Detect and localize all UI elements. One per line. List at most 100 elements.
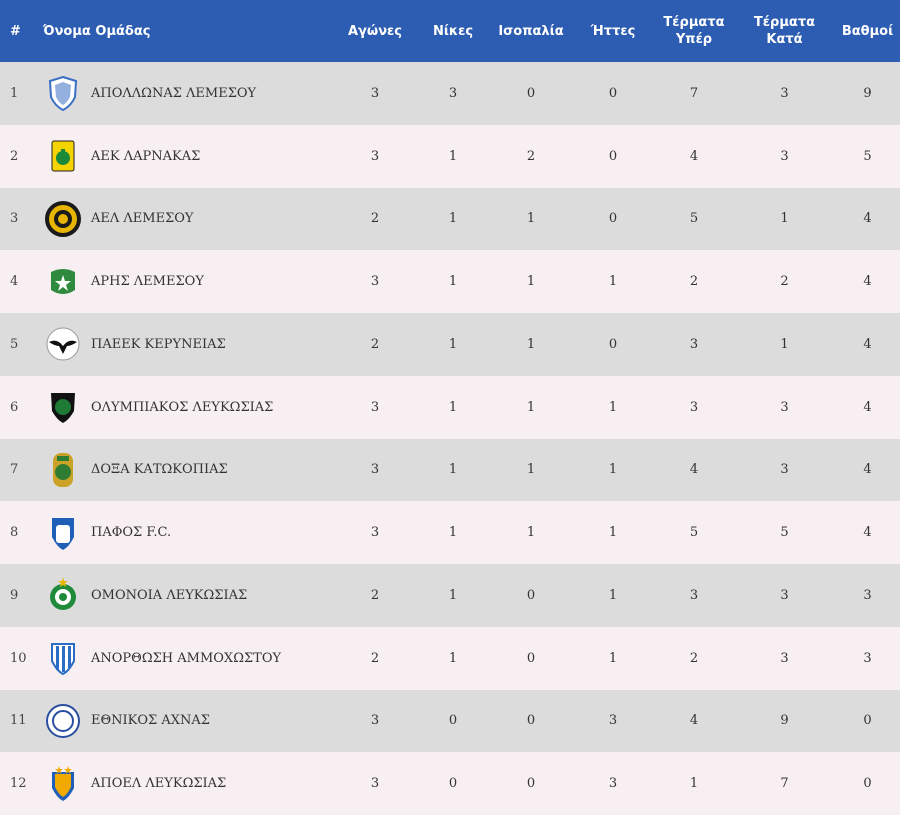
table-row[interactable]: 7 ΔΟΞΑ ΚΑΤΩΚΟΠΙΑΣ 3 1 1 1 4 3 4	[0, 438, 900, 502]
cell-team: ΑΕΚ ΛΑΡΝΑΚΑΣ	[43, 125, 334, 188]
cell-wins: 3	[448, 85, 458, 101]
cell-goals-for: 3	[689, 336, 699, 352]
cell-goals-for: 2	[689, 650, 699, 666]
header-goals-for-line1: Τέρματα	[663, 15, 725, 30]
cell-points: 5	[863, 148, 872, 164]
cell-rank: 7	[10, 462, 19, 478]
table-row[interactable]: 2 ΑΕΚ ΛΑΡΝΑΚΑΣ 3 1 2 0 4 3 5	[0, 124, 900, 188]
team-name-link[interactable]: ΑΡΗΣ ΛΕΜΕΣΟΥ	[91, 274, 204, 290]
cell-goals-for: 3	[689, 587, 699, 603]
table-row[interactable]: 3 ΑΕΛ ΛΕΜΕΣΟΥ 2 1 1 0 5 1 4	[0, 187, 900, 251]
table-row[interactable]: 10 ΑΝΟΡΘΩΣΗ ΑΜΜΟΧΩΣΤΟΥ 2 1 0 1 2 3 3	[0, 626, 900, 690]
team-cell-content[interactable]: ΠΑΦΟΣ F.C.	[43, 513, 334, 553]
team-name-link[interactable]: ΠΑΕΕΚ ΚΕΡΥΝΕΙΑΣ	[91, 336, 226, 352]
cell-rank: 11	[10, 713, 27, 729]
header-goals-for: Τέρματα Υπέρ	[654, 0, 734, 62]
cell-goals-against: 2	[780, 274, 789, 290]
team-cell-content[interactable]: ΟΛΥΜΠΙΑΚΟΣ ΛΕΥΚΩΣΙΑΣ	[43, 387, 334, 427]
team-name-link[interactable]: ΟΛΥΜΠΙΑΚΟΣ ΛΕΥΚΩΣΙΑΣ	[91, 399, 274, 415]
header-losses: Ήττες	[590, 23, 636, 39]
cell-draws: 1	[526, 399, 536, 415]
cell-goals-for: 7	[689, 85, 699, 101]
cell-played: 2	[370, 587, 380, 603]
team-cell-content[interactable]: ΔΟΞΑ ΚΑΤΩΚΟΠΙΑΣ	[43, 450, 334, 490]
header-goals-for-line2: Υπέρ	[675, 32, 713, 47]
cell-wins: 0	[448, 713, 458, 729]
cell-rank: 2	[10, 148, 19, 164]
cell-team: ΑΠΟΛΛΩΝΑΣ ΛΕΜΕΣΟΥ	[43, 62, 334, 125]
header-wins: Νίκες	[432, 23, 474, 39]
header-points: Βαθμοί	[841, 23, 894, 39]
cell-points: 4	[863, 336, 872, 352]
cell-goals-for: 4	[689, 462, 699, 478]
cell-played: 2	[370, 650, 380, 666]
cell-goals-against: 3	[780, 650, 789, 666]
cell-losses: 0	[608, 336, 618, 352]
table-header-row: # Όνομα Ομάδας Αγώνες Νίκες Ισοπαλία Ήττ…	[0, 0, 900, 62]
cell-losses: 0	[608, 148, 618, 164]
cell-goals-for: 3	[689, 399, 699, 415]
team-name-link[interactable]: ΔΟΞΑ ΚΑΤΩΚΟΠΙΑΣ	[91, 462, 228, 478]
cell-points: 4	[863, 211, 872, 227]
table-row[interactable]: 1 ΑΠΟΛΛΩΝΑΣ ΛΕΜΕΣΟΥ 3 3 0 0 7 3 9	[0, 62, 900, 125]
cell-points: 3	[863, 650, 872, 666]
cell-draws: 0	[526, 650, 536, 666]
cell-team: ΠΑΕΕΚ ΚΕΡΥΝΕΙΑΣ	[43, 313, 334, 376]
cell-goals-against: 3	[780, 148, 789, 164]
cell-points: 3	[863, 587, 872, 603]
team-name-link[interactable]: ΠΑΦΟΣ F.C.	[91, 525, 172, 541]
cell-losses: 1	[608, 587, 618, 603]
cell-team: ΕΘΝΙΚΟΣ ΑΧΝΑΣ	[43, 690, 334, 753]
team-cell-content[interactable]: ΟΜΟΝΟΙΑ ΛΕΥΚΩΣΙΑΣ	[43, 575, 334, 615]
team-name-link[interactable]: ΟΜΟΝΟΙΑ ΛΕΥΚΩΣΙΑΣ	[91, 587, 248, 603]
cell-played: 2	[370, 211, 380, 227]
cell-rank: 8	[10, 525, 19, 541]
cell-points: 0	[863, 776, 872, 792]
team-name-link[interactable]: ΑΝΟΡΘΩΣΗ ΑΜΜΟΧΩΣΤΟΥ	[91, 650, 282, 666]
cell-goals-against: 5	[780, 525, 789, 541]
table-row[interactable]: 4 ΑΡΗΣ ΛΕΜΕΣΟΥ 3 1 1 1 2 2 4	[0, 250, 900, 313]
cell-wins: 1	[448, 650, 458, 666]
table-row[interactable]: 5 ΠΑΕΕΚ ΚΕΡΥΝΕΙΑΣ 2 1 1 0 3 1 4	[0, 313, 900, 376]
team-name-link[interactable]: ΕΘΝΙΚΟΣ ΑΧΝΑΣ	[91, 713, 210, 729]
cell-team: ΑΕΛ ΛΕΜΕΣΟΥ	[43, 188, 334, 251]
cell-goals-against: 3	[780, 587, 789, 603]
table-row[interactable]: 11 ΕΘΝΙΚΟΣ ΑΧΝΑΣ 3 0 0 3 4 9 0	[0, 689, 900, 753]
cell-goals-for: 2	[689, 274, 699, 290]
cell-points: 4	[863, 462, 872, 478]
cell-rank: 12	[10, 776, 27, 792]
cell-losses: 1	[608, 274, 618, 290]
table-row[interactable]: 8 ΠΑΦΟΣ F.C. 3 1 1 1 5 5 4	[0, 501, 900, 564]
table-row[interactable]: 9 ΟΜΟΝΟΙΑ ΛΕΥΚΩΣΙΑΣ 2 1 0 1 3 3 3	[0, 564, 900, 627]
cell-played: 3	[370, 274, 380, 290]
team-name-link[interactable]: ΑΕΚ ΛΑΡΝΑΚΑΣ	[91, 148, 201, 164]
table-row[interactable]: 12 ΑΠΟΕΛ ΛΕΥΚΩΣΙΑΣ 3 0 0 3 1 7 0	[0, 752, 900, 815]
team-cell-content[interactable]: ΑΕΚ ΛΑΡΝΑΚΑΣ	[43, 136, 334, 176]
header-played: Αγώνες	[347, 23, 402, 39]
cell-losses: 1	[608, 399, 618, 415]
cell-goals-against: 1	[780, 211, 789, 227]
cell-draws: 0	[526, 85, 536, 101]
team-cell-content[interactable]: ΑΠΟΛΛΩΝΑΣ ΛΕΜΕΣΟΥ	[43, 73, 334, 113]
cell-played: 3	[370, 462, 380, 478]
cell-losses: 1	[608, 650, 618, 666]
team-cell-content[interactable]: ΑΡΗΣ ΛΕΜΕΣΟΥ	[43, 262, 334, 302]
team-cell-content[interactable]: ΠΑΕΕΚ ΚΕΡΥΝΕΙΑΣ	[43, 324, 334, 364]
cell-rank: 1	[10, 85, 19, 101]
team-cell-content[interactable]: ΕΘΝΙΚΟΣ ΑΧΝΑΣ	[43, 701, 334, 741]
header-goals-against-line1: Τέρματα	[753, 15, 816, 30]
cell-rank: 4	[10, 274, 19, 290]
team-cell-content[interactable]: ΑΝΟΡΘΩΣΗ ΑΜΜΟΧΩΣΤΟΥ	[43, 638, 334, 678]
team-name-link[interactable]: ΑΠΟΕΛ ΛΕΥΚΩΣΙΑΣ	[91, 776, 227, 792]
cell-played: 3	[370, 399, 380, 415]
cell-played: 3	[370, 525, 380, 541]
team-name-link[interactable]: ΑΠΟΛΛΩΝΑΣ ΛΕΜΕΣΟΥ	[91, 85, 257, 101]
team-name-link[interactable]: ΑΕΛ ΛΕΜΕΣΟΥ	[91, 211, 194, 227]
team-cell-content[interactable]: ΑΠΟΕΛ ΛΕΥΚΩΣΙΑΣ	[43, 764, 334, 804]
cell-goals-against: 9	[780, 713, 789, 729]
header-draws: Ισοπαλία	[498, 23, 564, 39]
table-row[interactable]: 6 ΟΛΥΜΠΙΑΚΟΣ ΛΕΥΚΩΣΙΑΣ 3 1 1 1 3 3 4	[0, 375, 900, 439]
cell-losses: 0	[608, 85, 618, 101]
team-cell-content[interactable]: ΑΕΛ ΛΕΜΕΣΟΥ	[43, 199, 334, 239]
